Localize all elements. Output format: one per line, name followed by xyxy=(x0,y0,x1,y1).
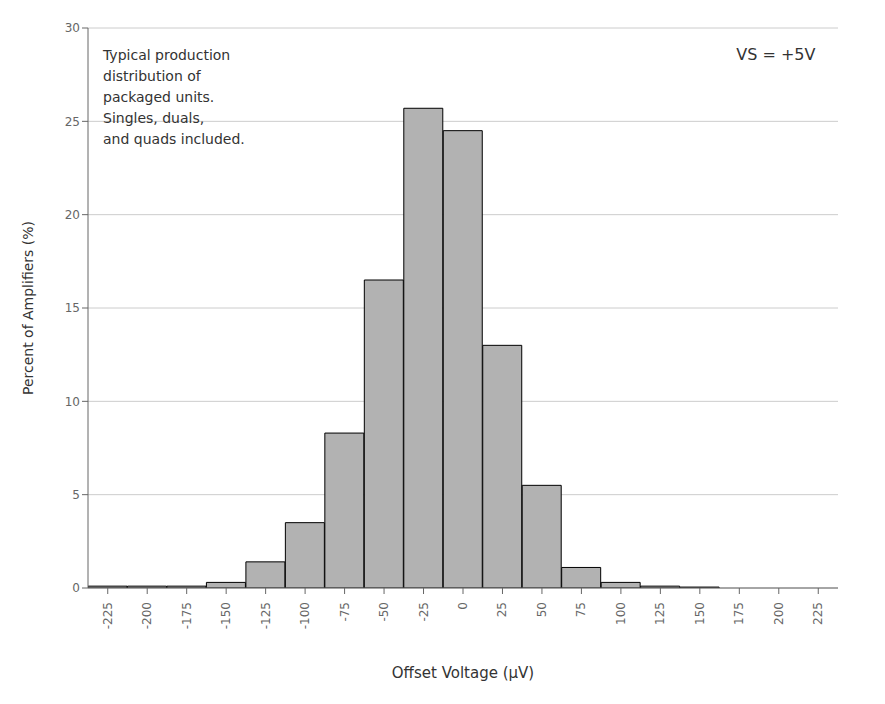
svg-text:175: 175 xyxy=(732,602,746,625)
svg-text:225: 225 xyxy=(811,602,825,625)
svg-text:-125: -125 xyxy=(259,602,273,629)
svg-text:100: 100 xyxy=(614,602,628,625)
svg-text:125: 125 xyxy=(653,602,667,625)
svg-text:-150: -150 xyxy=(219,602,233,629)
svg-text:75: 75 xyxy=(574,602,588,617)
svg-text:Offset Voltage (μV): Offset Voltage (μV) xyxy=(392,664,534,682)
svg-text:10: 10 xyxy=(65,395,80,409)
svg-text:5: 5 xyxy=(72,488,80,502)
svg-text:200: 200 xyxy=(772,602,786,625)
svg-text:30: 30 xyxy=(65,21,80,35)
svg-text:Percent of Amplifiers (%): Percent of Amplifiers (%) xyxy=(20,221,36,395)
svg-text:-100: -100 xyxy=(298,602,312,629)
html-text:Typical production distributio: Typical production distribution of packa… xyxy=(103,46,245,147)
svg-text:50: 50 xyxy=(535,602,549,617)
svg-text:20: 20 xyxy=(65,208,80,222)
svg-text:0: 0 xyxy=(456,602,470,610)
svg-text:-75: -75 xyxy=(338,602,352,622)
svg-text:15: 15 xyxy=(65,301,80,315)
svg-text:150: 150 xyxy=(693,602,707,625)
svg-text:25: 25 xyxy=(495,602,509,617)
svg-text:-175: -175 xyxy=(180,602,194,629)
svg-text:0: 0 xyxy=(72,581,80,595)
svg-text:-200: -200 xyxy=(140,602,154,629)
svg-text:-25: -25 xyxy=(417,602,431,622)
html-text:VS = +5V: VS = +5V xyxy=(736,44,816,64)
svg-text:-225: -225 xyxy=(101,602,115,629)
svg-text:-50: -50 xyxy=(377,602,391,622)
svg-text:25: 25 xyxy=(65,115,80,129)
